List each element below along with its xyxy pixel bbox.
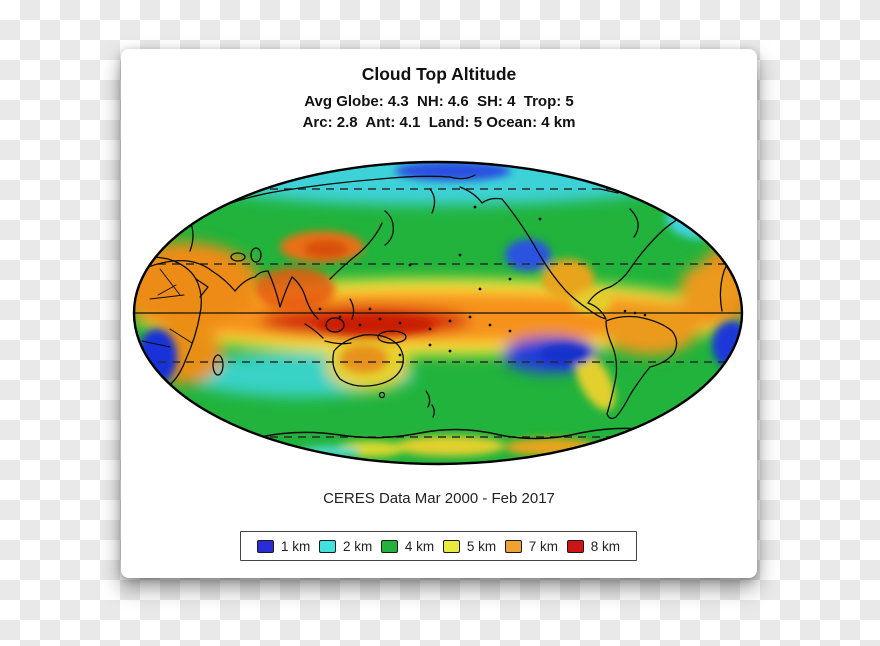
legend-label-4km: 4 km xyxy=(404,538,435,554)
legend-swatch-7km xyxy=(504,539,522,553)
island-dots xyxy=(318,205,647,357)
legend-label-2km: 2 km xyxy=(342,538,373,554)
legend-label-7km: 7 km xyxy=(528,538,559,554)
world-map-cloud-top-altitude xyxy=(132,160,744,466)
legend-label-1km: 1 km xyxy=(281,538,311,554)
legend-item-1km: 1 km xyxy=(257,539,310,554)
legend-box: 1 km 2 km 4 km 5 km 7 km 8 km xyxy=(240,531,637,561)
legend-label-5km: 5 km xyxy=(466,538,497,554)
stats-line-1: Avg Globe: 4.3 NH: 4.6 SH: 4 Trop: 5 xyxy=(304,93,574,110)
legend-item-4km: 4 km xyxy=(380,538,435,554)
legend-item-2km: 2 km xyxy=(318,538,373,554)
content-card: Cloud Top Altitude Avg Globe: 4.3 NH: 4.… xyxy=(121,49,757,578)
chart-title: Cloud Top Altitude xyxy=(361,64,517,84)
stats-line-2: Arc: 2.8 Ant: 4.1 Land: 5 Ocean: 4 km xyxy=(302,114,576,131)
legend-item-7km: 7 km xyxy=(504,538,559,554)
legend-label-8km: 8 km xyxy=(590,538,620,554)
legend-swatch-1km xyxy=(257,539,274,553)
source-caption: CERES Data Mar 2000 - Feb 2017 xyxy=(323,490,555,507)
legend-swatch-5km xyxy=(442,539,460,553)
legend-item-8km: 8 km xyxy=(566,538,620,554)
legend-item-5km: 5 km xyxy=(442,538,497,554)
legend-swatch-8km xyxy=(566,539,584,553)
legend-swatch-4km xyxy=(380,539,398,553)
map-outline xyxy=(132,160,744,466)
legend-swatch-2km xyxy=(318,539,336,553)
